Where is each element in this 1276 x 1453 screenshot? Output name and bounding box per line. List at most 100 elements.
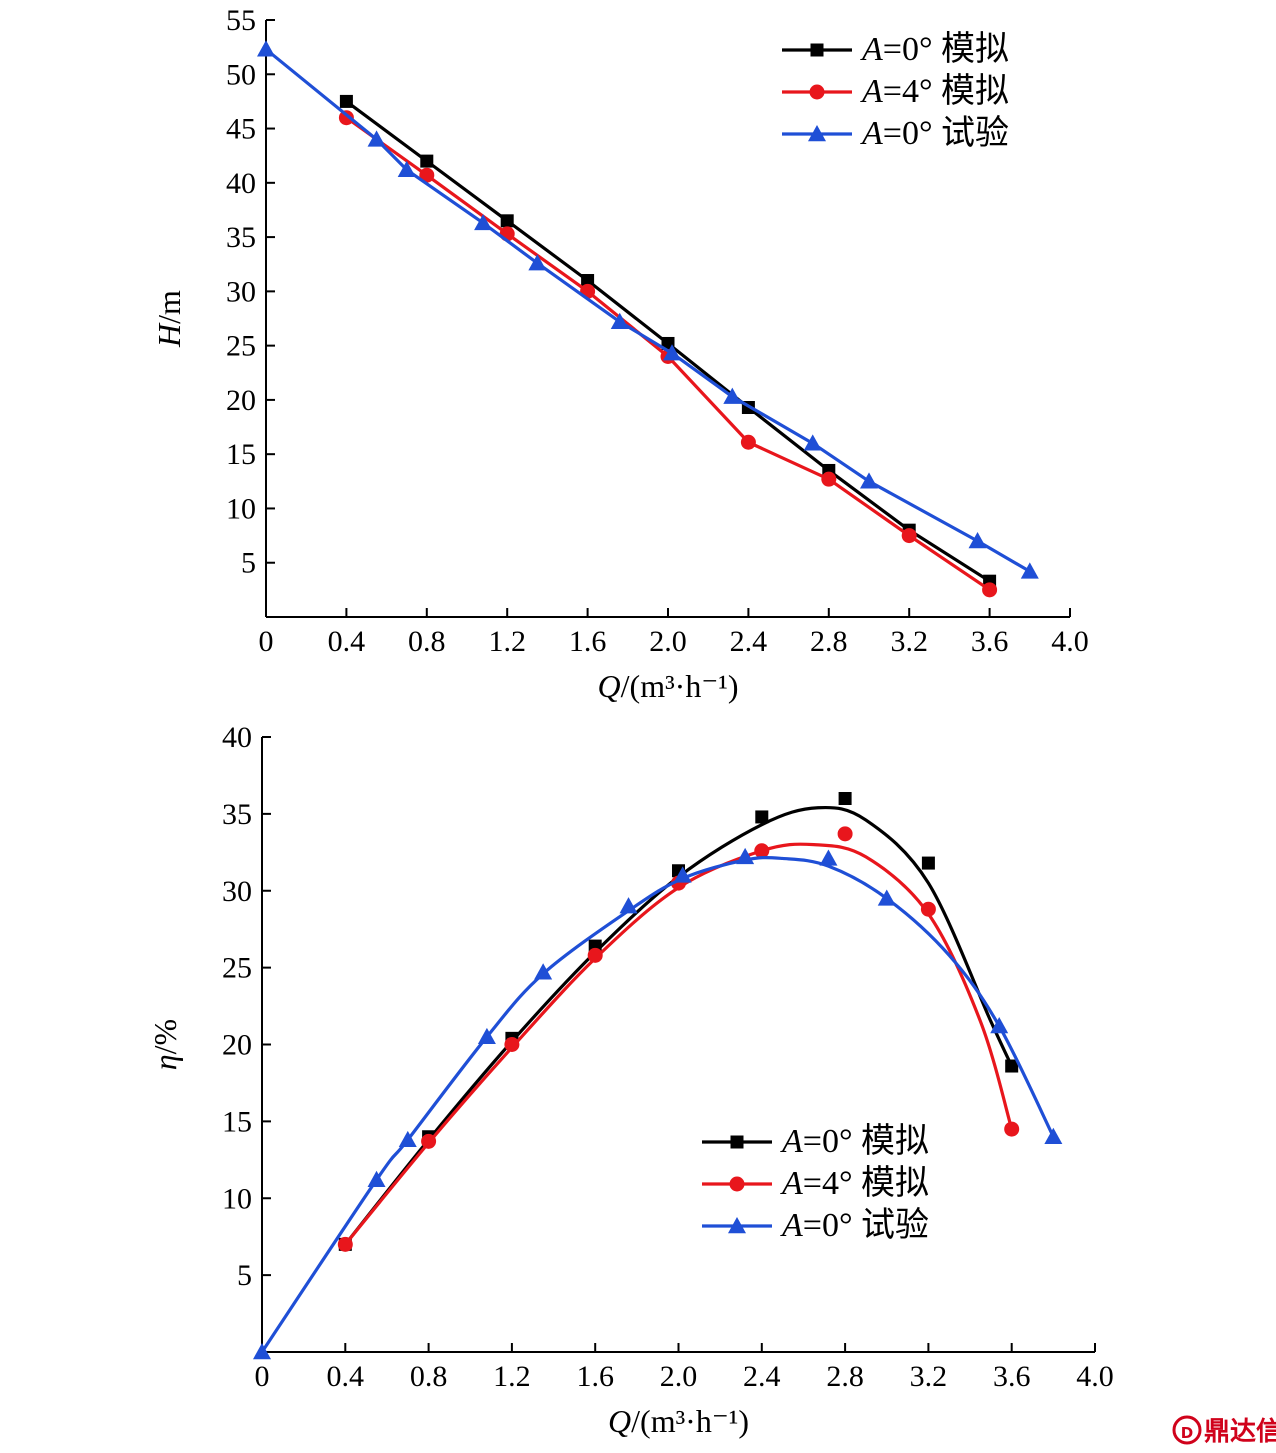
data-point: [421, 1133, 437, 1149]
legend-marker: [810, 43, 824, 57]
data-point: [420, 154, 434, 168]
x-tick-label: 2.4: [743, 1360, 781, 1393]
data-point: [663, 344, 682, 361]
x-tick-label: 0.4: [328, 625, 366, 658]
data-point: [398, 1130, 417, 1148]
data-point: [500, 214, 514, 228]
x-tick-label: 0.8: [408, 625, 446, 658]
efficiency-chart: 0 0.4 0.8 1.2 1.6 2.0 2.4 2.8 3.2 3.6 4.0 5 10 15 20 25…: [147, 721, 1114, 1439]
legend-entry: A=0° 试验: [702, 1206, 929, 1244]
data-point: [821, 471, 837, 487]
legend-entry: A=4° 模拟: [782, 72, 1009, 110]
series: [338, 792, 1019, 1251]
y-tick-label: 10: [222, 1182, 252, 1215]
data-point: [819, 849, 838, 866]
legend-label: A=0° 模拟: [780, 1122, 929, 1160]
legend-marker: [728, 1217, 746, 1234]
legend-entry: A=0° 试验: [782, 114, 1009, 152]
data-point: [982, 582, 998, 598]
y-tick-label: 30: [222, 875, 252, 908]
data-point: [754, 843, 770, 859]
data-point: [990, 1017, 1009, 1034]
x-tick-label: 3.6: [993, 1360, 1031, 1393]
data-point: [339, 94, 353, 108]
data-point: [755, 810, 769, 824]
data-point: [504, 1037, 520, 1052]
data-point: [1004, 1121, 1020, 1137]
legend-label: A=0° 试验: [780, 1206, 929, 1244]
x-tick-label: 1.2: [488, 625, 526, 658]
y-tick-label: 25: [222, 952, 252, 985]
y-tick-label: 30: [226, 275, 256, 308]
data-point: [534, 963, 553, 980]
x-tick-label: 1.6: [569, 625, 607, 658]
y-tick-label: 5: [237, 1259, 252, 1292]
data-point: [338, 110, 354, 126]
data-point: [397, 160, 416, 177]
y-tick-label: 35: [226, 221, 256, 254]
data-point: [968, 532, 987, 549]
x-axis-title: Q/(m³·h⁻¹): [598, 668, 739, 704]
y-tick-label: 10: [226, 492, 256, 525]
legend-label: A=4° 模拟: [860, 72, 1009, 110]
x-tick-label: 0: [255, 1360, 270, 1393]
data-point: [837, 826, 853, 842]
x-tick-label: 3.2: [890, 625, 928, 658]
y-tick-label: 20: [226, 384, 256, 417]
legend-label: A=4° 模拟: [780, 1164, 929, 1202]
data-point: [367, 1170, 386, 1187]
x-tick-label: 2.8: [810, 625, 848, 658]
y-tick-label: 40: [226, 167, 256, 200]
watermark-text: 鼎达信: [1204, 1417, 1276, 1447]
data-point: [581, 274, 595, 288]
x-tick-label: 2.0: [660, 1360, 698, 1393]
x-tick-label: 3.6: [971, 625, 1009, 658]
x-tick-label: 2.8: [826, 1360, 864, 1393]
y-tick-label: 15: [226, 438, 256, 471]
data-point: [257, 40, 275, 57]
legend-marker: [730, 1135, 744, 1149]
legend-entry: A=4° 模拟: [702, 1164, 929, 1202]
y-tick-label: 5: [241, 547, 256, 580]
y-tick-label: 40: [222, 721, 252, 754]
data-point: [587, 947, 603, 963]
series: [337, 826, 1020, 1252]
data-point: [253, 1343, 271, 1360]
series-line: [260, 855, 1055, 1353]
data-point: [860, 472, 878, 489]
head-chart: 0 0.4 0.8 1.2 1.6 2.0 2.4 2.8 3.2 3.6 4.0 5 10 15 20 25…: [151, 4, 1089, 704]
x-tick-label: 3.2: [910, 1360, 948, 1393]
data-point: [1020, 562, 1039, 579]
data-point: [610, 312, 629, 329]
y-axis-title: H/m: [151, 290, 187, 348]
data-point: [877, 889, 896, 906]
x-tick-label: 1.6: [576, 1360, 614, 1393]
series: [339, 94, 997, 588]
legend-entry: A=0° 模拟: [702, 1122, 929, 1160]
data-point: [723, 387, 742, 404]
y-tick-label: 15: [222, 1105, 252, 1138]
x-tick-label: 4.0: [1051, 625, 1089, 658]
data-point: [736, 847, 755, 865]
y-tick-label: 50: [226, 58, 256, 91]
legend-marker: [808, 125, 826, 142]
x-axis-title: Q/(m³·h⁻¹): [608, 1403, 749, 1439]
data-point: [920, 901, 936, 917]
legend-marker: [729, 1176, 745, 1192]
legend-label: A=0° 试验: [860, 114, 1009, 152]
y-tick-label: 20: [222, 1029, 252, 1062]
x-tick-label: 1.2: [493, 1360, 531, 1393]
x-tick-label: 4.0: [1076, 1360, 1114, 1393]
data-point: [419, 167, 435, 183]
x-tick-label: 0: [259, 625, 274, 658]
legend-entry: A=0° 模拟: [782, 30, 1009, 68]
series-line: [344, 842, 1014, 1246]
data-point: [528, 254, 547, 271]
data-point: [1044, 1127, 1063, 1144]
x-tick-label: 0.4: [327, 1360, 365, 1393]
y-tick-label: 25: [226, 330, 256, 363]
series-line: [344, 805, 1014, 1246]
y-tick-label: 35: [222, 798, 252, 831]
y-tick-label: 55: [226, 4, 256, 37]
